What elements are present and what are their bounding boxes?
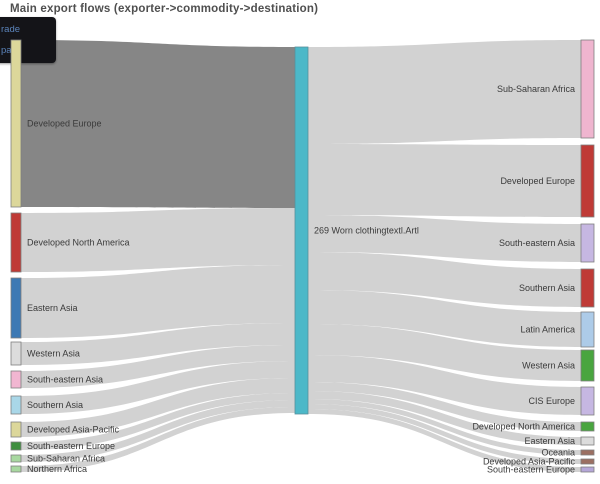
node-bar-cis-europe[interactable]	[580, 386, 595, 416]
flow-exporter-to-commodity[interactable]	[21, 400, 295, 462]
flow-commodity-to-destination[interactable]	[308, 404, 581, 464]
node-bar-commodity-269[interactable]	[294, 46, 309, 415]
node-bar-developed-asia-pacific[interactable]	[10, 421, 22, 438]
node-bar-oceania[interactable]	[580, 449, 595, 456]
node-bar-eastern-asia[interactable]	[580, 436, 595, 446]
flow-commodity-to-destination[interactable]	[308, 355, 581, 415]
node-bar-developed-north-america[interactable]	[580, 421, 595, 432]
flow-exporter-to-commodity[interactable]	[21, 407, 295, 472]
flow-exporter-to-commodity[interactable]	[21, 265, 295, 338]
node-bar-developed-europe[interactable]	[580, 144, 595, 218]
node-bar-southern-asia[interactable]	[580, 268, 595, 308]
flow-commodity-to-destination[interactable]	[308, 290, 581, 347]
node-bar-south-eastern-europe[interactable]	[10, 441, 22, 451]
node-label-eastern-asia: Eastern Asia	[27, 303, 78, 313]
node-label-developed-asia-pacific: Developed Asia-Pacific	[483, 457, 576, 467]
node-label-western-asia: Western Asia	[522, 361, 575, 371]
node-label-developed-north-america: Developed North America	[472, 422, 575, 432]
hover-tooltip: rade pas	[0, 17, 56, 63]
node-label-sub-saharan-africa: Sub-Saharan Africa	[497, 84, 575, 94]
node-bar-sub-saharan-africa[interactable]	[10, 454, 22, 463]
flow-commodity-to-destination[interactable]	[308, 324, 581, 381]
node-bar-developed-north-america[interactable]	[10, 212, 22, 273]
node-label-oceania: Oceania	[541, 448, 575, 458]
flow-commodity-to-destination[interactable]	[308, 40, 581, 144]
chart-title: Main export flows (exporter->commodity->…	[10, 3, 319, 15]
flow-commodity-to-destination[interactable]	[308, 399, 581, 455]
node-bar-south-eastern-asia[interactable]	[10, 370, 22, 389]
tooltip-link-trade[interactable]: rade	[1, 24, 21, 35]
node-label-latin-america: Latin America	[520, 325, 575, 335]
node-label-northern-africa: Northern Africa	[27, 464, 87, 474]
node-label-cis-europe: CIS Europe	[528, 396, 575, 406]
node-label-commodity-269: 269 Worn clothingtextl.Artl	[314, 226, 419, 236]
node-label-south-eastern-europe: South-eastern Europe	[487, 465, 575, 475]
node-label-developed-europe: Developed Europe	[500, 176, 575, 186]
flow-exporter-to-commodity[interactable]	[21, 208, 295, 272]
node-label-eastern-asia: Eastern Asia	[524, 436, 575, 446]
node-bar-southern-asia[interactable]	[10, 395, 22, 415]
node-bar-western-asia[interactable]	[580, 349, 595, 382]
flow-commodity-to-destination[interactable]	[308, 144, 581, 217]
node-label-developed-europe: Developed Europe	[27, 119, 102, 129]
tooltip-link-second[interactable]: pas	[1, 45, 17, 56]
flow-commodity-to-destination[interactable]	[308, 382, 581, 431]
flow-exporter-to-commodity[interactable]	[21, 361, 295, 414]
node-label-developed-north-america: Developed North America	[27, 238, 130, 248]
node-bar-western-asia[interactable]	[10, 341, 22, 366]
flow-exporter-to-commodity[interactable]	[21, 40, 295, 208]
flow-exporter-to-commodity[interactable]	[21, 345, 295, 388]
flow-commodity-to-destination[interactable]	[308, 409, 581, 472]
flow-exporter-to-commodity[interactable]	[21, 323, 295, 365]
flow-exporter-to-commodity[interactable]	[21, 393, 295, 450]
node-label-southern-asia: Southern Asia	[27, 400, 83, 410]
node-bar-sub-saharan-africa[interactable]	[580, 39, 595, 139]
node-label-sub-saharan-africa: Sub-Saharan Africa	[27, 454, 105, 464]
node-bar-south-eastern-europe[interactable]	[580, 466, 595, 473]
node-bar-eastern-asia[interactable]	[10, 277, 22, 339]
flow-commodity-to-destination[interactable]	[308, 252, 581, 307]
node-bar-south-eastern-asia[interactable]	[580, 223, 595, 263]
node-label-developed-asia-pacific: Developed Asia-Pacific	[27, 425, 120, 435]
node-label-south-eastern-europe: South-eastern Europe	[27, 441, 115, 451]
flow-commodity-to-destination[interactable]	[308, 391, 581, 445]
flow-exporter-to-commodity[interactable]	[21, 378, 295, 437]
node-label-southern-asia: Southern Asia	[519, 283, 575, 293]
node-label-south-eastern-asia: South-eastern Asia	[27, 375, 103, 385]
node-label-south-eastern-asia: South-eastern Asia	[499, 238, 575, 248]
node-bar-latin-america[interactable]	[580, 311, 595, 348]
flow-commodity-to-destination[interactable]	[308, 215, 581, 262]
node-bar-northern-africa[interactable]	[10, 465, 22, 473]
node-bar-developed-europe[interactable]	[10, 39, 22, 208]
node-bar-developed-asia-pacific[interactable]	[580, 458, 595, 465]
node-label-western-asia: Western Asia	[27, 349, 80, 359]
